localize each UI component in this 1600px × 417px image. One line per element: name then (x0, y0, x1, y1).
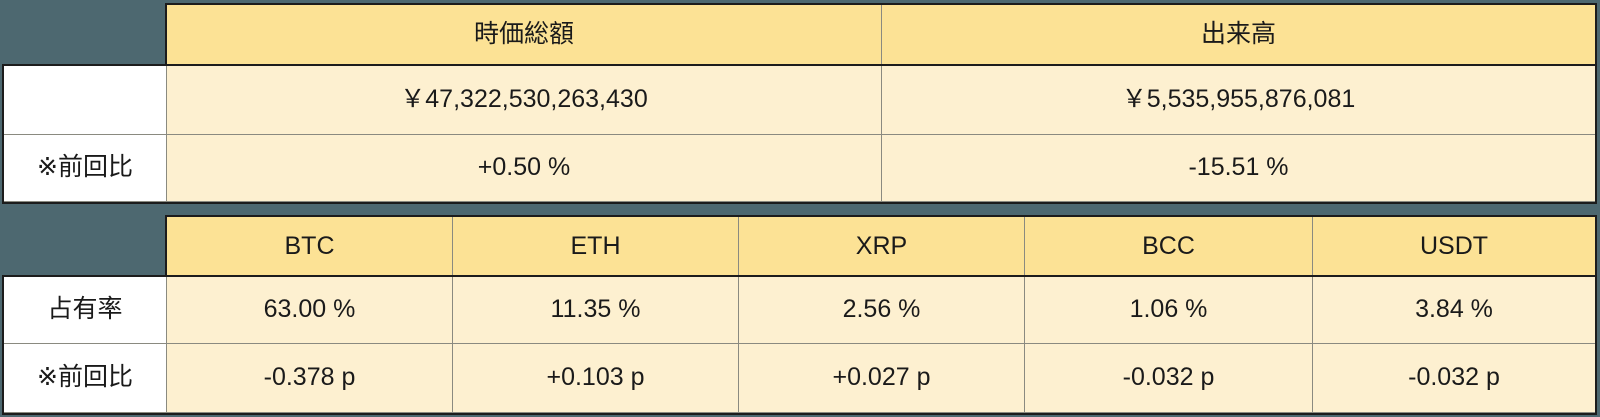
row-label-share: 占有率 (3, 276, 167, 344)
cell-btc-share: 63.00 % (166, 276, 453, 344)
cell-volume-change: -15.51 % (881, 134, 1596, 202)
cell-eth-change: +0.103 p (452, 343, 739, 413)
cell-xrp-change: +0.027 p (738, 343, 1025, 413)
cell-btc-change: -0.378 p (166, 343, 453, 413)
column-header-xrp: XRP (738, 216, 1025, 277)
cell-market-cap-value: ￥47,322,530,263,430 (166, 65, 882, 135)
column-header-market-cap: 時価総額 (166, 4, 882, 66)
table-row: ￥47,322,530,263,430 ￥5,535,955,876,081 (3, 65, 1596, 135)
corner-spacer-cell (3, 4, 167, 66)
table-row: 時価総額 出来高 (3, 4, 1596, 66)
column-header-eth: ETH (452, 216, 739, 277)
table-row: ※前回比 -0.378 p +0.103 p +0.027 p -0.032 p… (3, 343, 1596, 413)
cell-xrp-share: 2.56 % (738, 276, 1025, 344)
table-row: BTC ETH XRP BCC USDT (3, 216, 1596, 277)
table-row: 占有率 63.00 % 11.35 % 2.56 % 1.06 % 3.84 % (3, 276, 1596, 344)
row-label-value (3, 65, 167, 135)
cell-market-cap-change: +0.50 % (166, 134, 882, 202)
row-label-change: ※前回比 (3, 134, 167, 202)
column-header-volume: 出来高 (881, 4, 1596, 66)
column-header-btc: BTC (166, 216, 453, 277)
market-summary-table: 時価総額 出来高 ￥47,322,530,263,430 ￥5,535,955,… (3, 4, 1596, 202)
column-header-usdt: USDT (1312, 216, 1596, 277)
cell-volume-value: ￥5,535,955,876,081 (881, 65, 1596, 135)
cell-bcc-change: -0.032 p (1024, 343, 1313, 413)
cell-eth-share: 11.35 % (452, 276, 739, 344)
cell-usdt-change: -0.032 p (1312, 343, 1596, 413)
table-row: ※前回比 +0.50 % -15.51 % (3, 134, 1596, 202)
column-header-bcc: BCC (1024, 216, 1313, 277)
cell-usdt-share: 3.84 % (1312, 276, 1596, 344)
cell-bcc-share: 1.06 % (1024, 276, 1313, 344)
corner-spacer-cell (3, 216, 167, 277)
row-label-share-change: ※前回比 (3, 343, 167, 413)
dominance-table: BTC ETH XRP BCC USDT 占有率 63.00 % 11.35 %… (3, 216, 1596, 413)
